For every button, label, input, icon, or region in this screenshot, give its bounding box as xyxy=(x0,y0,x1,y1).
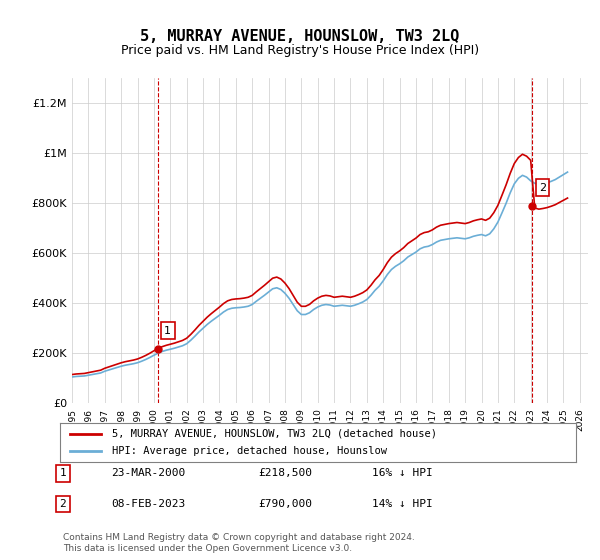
Text: £218,500: £218,500 xyxy=(258,468,312,478)
Text: Contains HM Land Registry data © Crown copyright and database right 2024.
This d: Contains HM Land Registry data © Crown c… xyxy=(63,534,415,553)
Text: £790,000: £790,000 xyxy=(258,499,312,509)
Text: 1: 1 xyxy=(59,468,67,478)
Text: 2: 2 xyxy=(539,183,546,193)
Text: 16% ↓ HPI: 16% ↓ HPI xyxy=(372,468,433,478)
Text: 5, MURRAY AVENUE, HOUNSLOW, TW3 2LQ (detached house): 5, MURRAY AVENUE, HOUNSLOW, TW3 2LQ (det… xyxy=(112,429,437,439)
Text: 1: 1 xyxy=(164,325,171,335)
Text: 23-MAR-2000: 23-MAR-2000 xyxy=(111,468,185,478)
Text: 2: 2 xyxy=(59,499,67,509)
Text: HPI: Average price, detached house, Hounslow: HPI: Average price, detached house, Houn… xyxy=(112,446,386,456)
Text: Price paid vs. HM Land Registry's House Price Index (HPI): Price paid vs. HM Land Registry's House … xyxy=(121,44,479,57)
Text: 14% ↓ HPI: 14% ↓ HPI xyxy=(372,499,433,509)
Text: 5, MURRAY AVENUE, HOUNSLOW, TW3 2LQ: 5, MURRAY AVENUE, HOUNSLOW, TW3 2LQ xyxy=(140,29,460,44)
Text: 08-FEB-2023: 08-FEB-2023 xyxy=(111,499,185,509)
